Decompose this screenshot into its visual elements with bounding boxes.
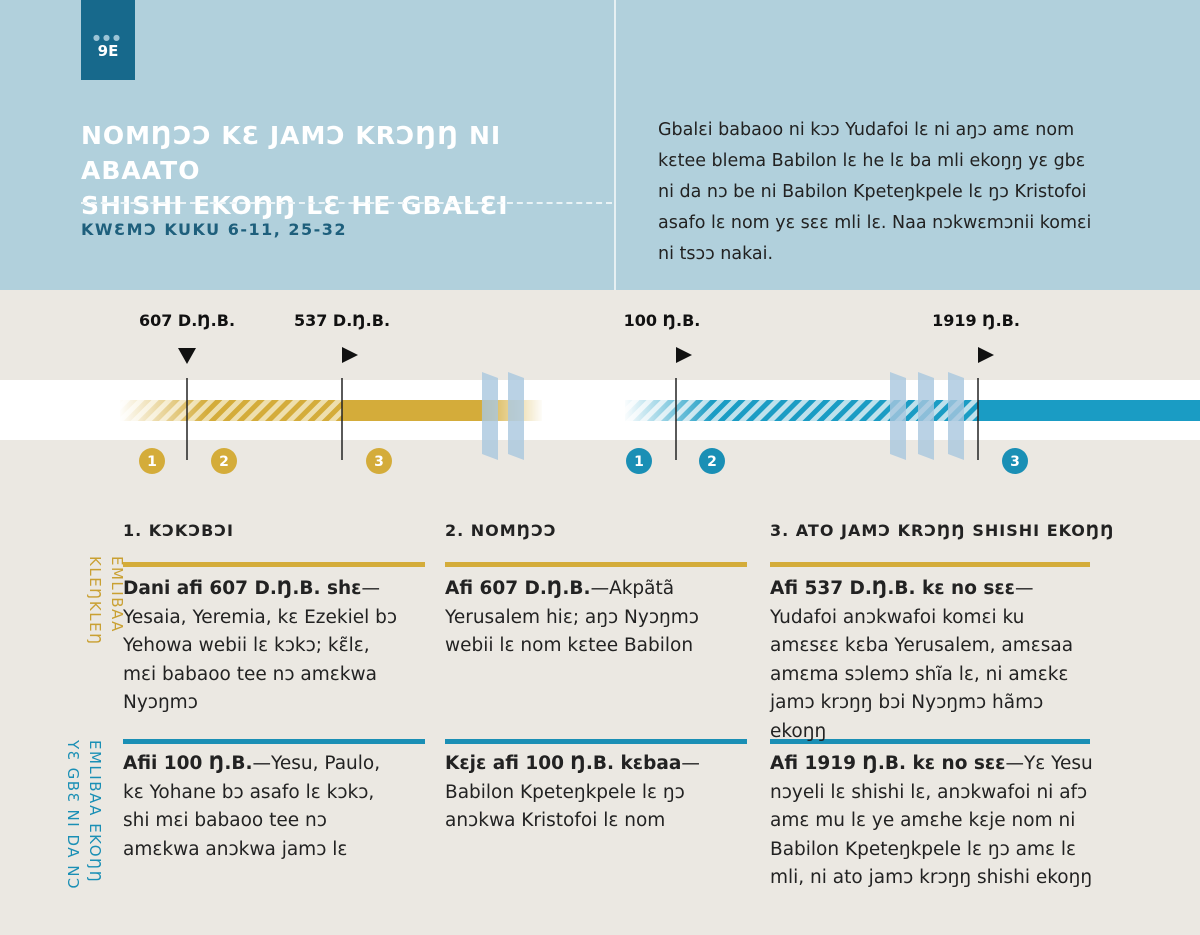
title-line: SHISHI EKOŊŊ LƐ HE GBALƐI [81, 191, 509, 220]
break [948, 372, 964, 460]
cell-text: —Yesu, Paulo, kɛ Yohane bɔ asafo lɛ kɔkɔ… [123, 753, 381, 860]
step-circle [366, 448, 392, 474]
header-band [0, 0, 1200, 290]
rule [445, 562, 747, 567]
step-circle [139, 448, 165, 474]
break [482, 372, 498, 460]
cell-lead: Kɛjɛ afi 100 Ŋ.B. kɛbaa [445, 753, 682, 774]
intro: Gbalɛi babaoo ni kɔɔ Yudafoi lɛ ni aŋɔ a… [658, 120, 1092, 264]
rule [445, 739, 747, 744]
cell-text: —Yesaia, Yeremia, kɛ Ezekiel bɔ Yehowa w… [123, 578, 398, 713]
rule [123, 562, 425, 567]
step-circle [1002, 448, 1028, 474]
cell: Afi 1919 Ŋ.B. kɛ no sɛɛ—Yɛ Yesu nɔyeli l… [770, 750, 1095, 893]
step-label: 1 [147, 454, 157, 470]
cell: Afi 537 D.Ŋ.B. kɛ no sɛɛ—Yudafoi anɔkwaf… [770, 575, 1090, 746]
blue-solid [978, 400, 1200, 421]
rule [123, 739, 425, 744]
cell-text: —Yudafoi anɔkwafoi komɛi ku amɛsɛɛ kɛba … [770, 578, 1074, 742]
divider [614, 0, 616, 290]
column-heading: 1. KƆKƆBƆI [123, 521, 234, 540]
cell-lead: Afi 1919 Ŋ.B. kɛ no sɛɛ [770, 753, 1006, 774]
cell-text: —Babilon Kpeteŋkpele lɛ ŋɔ anɔkwa Kristo… [445, 753, 700, 831]
row-label-line: EMLIBAA [108, 556, 126, 633]
timeline: 607 D.Ŋ.B. 537 D.Ŋ.B. 100 Ŋ.B. 1919 Ŋ.B.… [0, 311, 1200, 474]
column-heading: 2. NOMŊƆƆ [445, 521, 557, 540]
step-circle [699, 448, 725, 474]
step-label: 2 [707, 454, 717, 470]
column-heading: 3. ATO JAMƆ KRƆŊŊ SHISHI EKOŊŊ [770, 521, 1115, 540]
rule [770, 562, 1090, 567]
blue-hatch [625, 400, 978, 421]
step-label: 3 [1010, 454, 1020, 470]
cell-lead: Afii 100 Ŋ.B. [123, 753, 253, 774]
badge-label: 9E [97, 42, 119, 60]
step-circle [211, 448, 237, 474]
cell-lead: Afi 607 D.Ŋ.B. [445, 578, 591, 599]
step-label: 3 [374, 454, 384, 470]
break [508, 372, 524, 460]
subtitle: KWƐMƆ KUKU 6-11, 25-32 [81, 220, 348, 239]
cell-lead: Afi 537 D.Ŋ.B. kɛ no sɛɛ [770, 578, 1015, 599]
row-label-line: EMLIBAA EKOŊŊ [86, 740, 104, 884]
cell-text: —Akpãtã Yerusalem hiɛ; aŋɔ Nyɔŋmɔ webii … [445, 578, 699, 656]
cell-lead: Dani afi 607 D.Ŋ.B. shɛ [123, 578, 362, 599]
row-label-line: KLEŊKLEŊ [86, 556, 104, 646]
row-label: EMLIBAA KLEŊKLEŊ [84, 556, 128, 646]
cell-text: —Yɛ Yesu nɔyeli lɛ shishi lɛ, anɔkwafoi … [770, 753, 1093, 888]
break [918, 372, 934, 460]
cell: Kɛjɛ afi 100 Ŋ.B. kɛbaa—Babilon Kpeteŋkp… [445, 750, 715, 836]
fade [118, 398, 208, 423]
marker-label: 100 Ŋ.B. [624, 311, 701, 330]
cell: Afi 607 D.Ŋ.B.—Akpãtã Yerusalem hiɛ; aŋɔ… [445, 575, 715, 661]
cell: Afii 100 Ŋ.B.—Yesu, Paulo, kɛ Yohane bɔ … [123, 750, 393, 864]
row-label-line: YƐ GBƐ NI DA NƆ [64, 740, 82, 891]
cell: Dani afi 607 D.Ŋ.B. shɛ—Yesaia, Yeremia,… [123, 575, 408, 718]
title: NOMŊƆƆ KƐ JAMƆ KRƆŊŊ NI ABAATO SHISHI EKO… [81, 118, 621, 223]
marker-label: 607 D.Ŋ.B. [139, 311, 235, 330]
row-label: EMLIBAA EKOŊŊ YƐ GBƐ NI DA NƆ [62, 740, 106, 890]
step-label: 1 [634, 454, 644, 470]
marker-label: 1919 Ŋ.B. [932, 311, 1020, 330]
marker-arrows [178, 347, 994, 364]
badge: ●●● 9E [81, 0, 135, 80]
dashed-rule [81, 202, 612, 204]
title-line: NOMŊƆƆ KƐ JAMƆ KRƆŊŊ NI ABAATO [81, 121, 502, 185]
step-circle [626, 448, 652, 474]
marker-label: 537 D.Ŋ.B. [294, 311, 390, 330]
marker-lines [186, 378, 979, 460]
fade [623, 398, 713, 423]
break [890, 372, 906, 460]
rule [770, 739, 1090, 744]
step-label: 2 [219, 454, 229, 470]
